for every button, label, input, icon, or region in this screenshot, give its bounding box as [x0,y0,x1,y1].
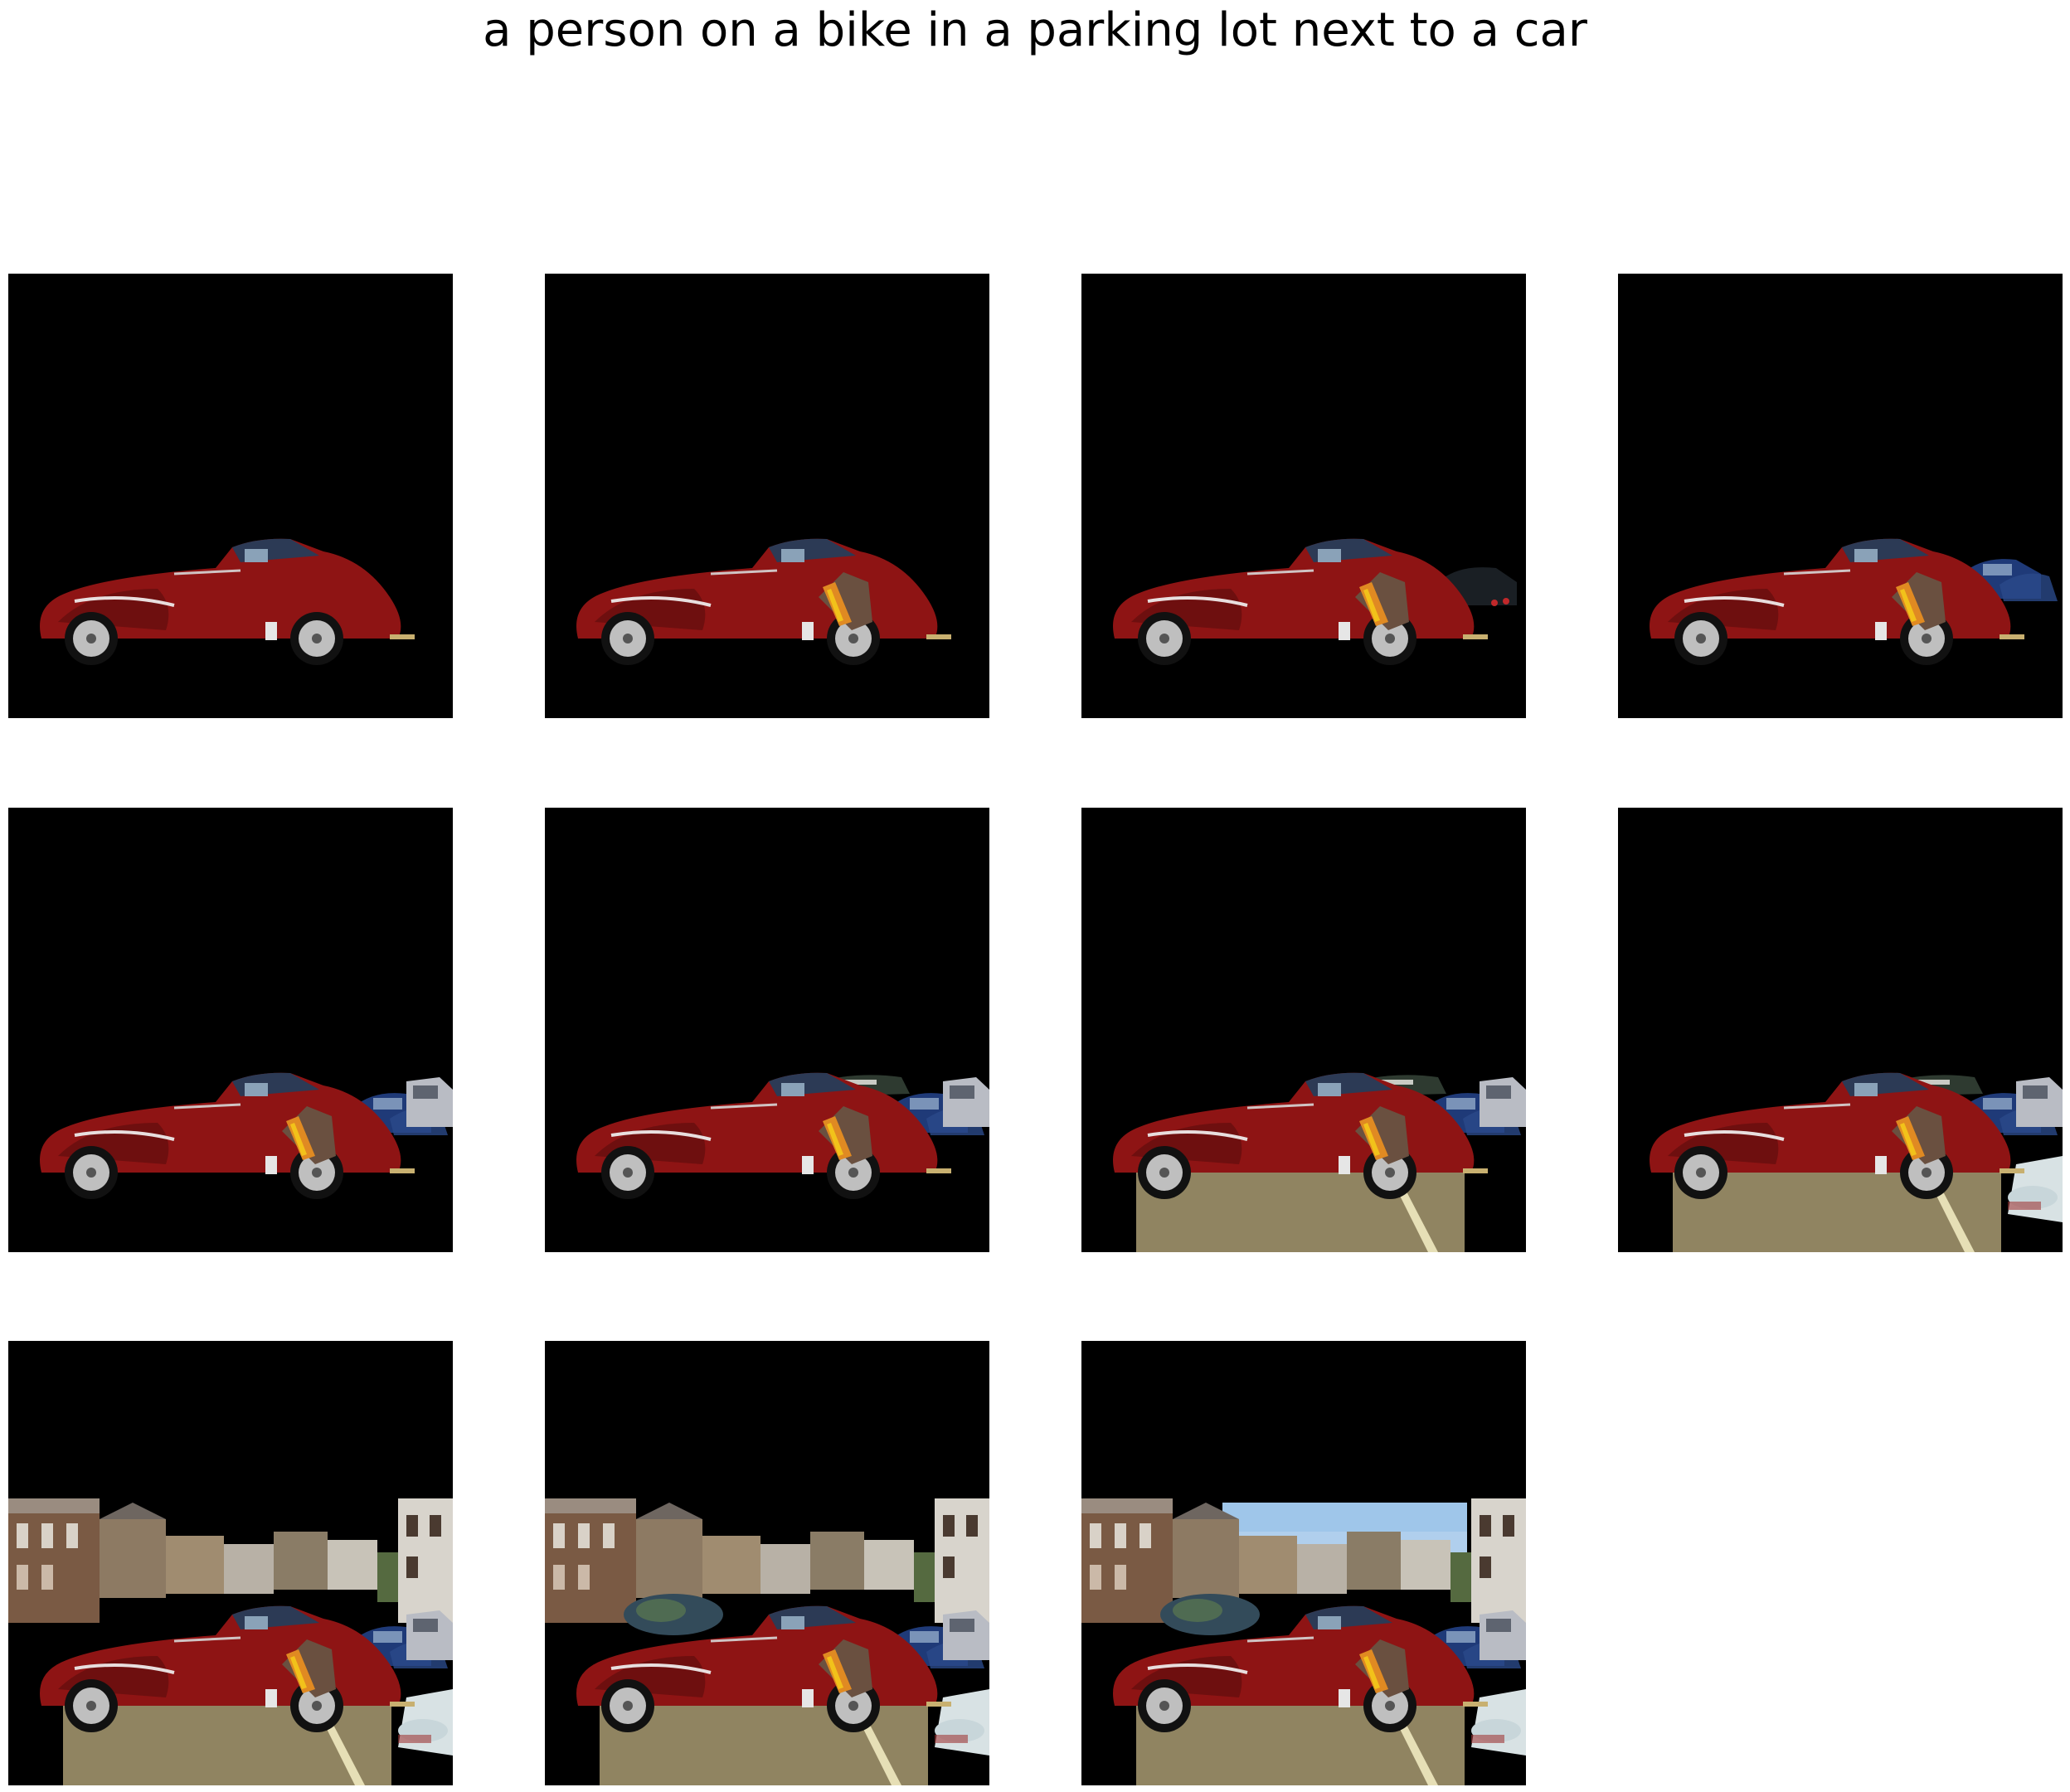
grey-car-patch [406,1077,453,1127]
frame-image [1081,274,1526,718]
frame-image [8,808,453,1252]
frame-image [1618,808,2063,1252]
frame-image [8,274,453,718]
person-patch [1892,572,1946,630]
houses-layer [8,1498,453,1623]
houses-layer [1081,1498,1526,1623]
bike-debris-patch [1471,1689,1526,1756]
frame-image [545,808,989,1252]
person-patch [282,1106,336,1164]
grey-car-patch [1480,1077,1526,1127]
bike-debris-patch [2008,1156,2063,1222]
person-patch [1355,572,1409,630]
frame-10 [545,1341,989,1785]
frame-3 [1081,274,1526,718]
frame-image [8,1341,453,1785]
frame-5 [8,808,453,1252]
frame-image [1618,274,2063,718]
frame-image [1081,808,1526,1252]
frame-image [545,274,989,718]
grey-car-patch [2016,1077,2063,1127]
person-patch [819,1106,872,1164]
frame-2 [545,274,989,718]
frame-8 [1618,808,2063,1252]
person-patch [282,1639,336,1697]
person-patch [1892,1106,1946,1164]
grey-car-patch [1480,1610,1526,1660]
grey-car-patch [406,1610,453,1660]
frame-image [545,1341,989,1785]
grey-car-patch [943,1077,989,1127]
frame-1 [8,274,453,718]
frame-4 [1618,274,2063,718]
grey-car-patch [943,1610,989,1660]
blue-car-patch [1962,559,2058,601]
caption-title: a person on a bike in a parking lot next… [483,3,1587,57]
frame-9 [8,1341,453,1785]
person-patch [819,1639,872,1697]
frame-6 [545,808,989,1252]
frame-image [1081,1341,1526,1785]
red-car [1113,1072,1488,1199]
red-car [40,538,415,665]
bike-debris-patch [935,1689,989,1756]
bike-debris-patch [398,1689,453,1756]
person-patch [1355,1639,1409,1697]
frame-11 [1081,1341,1526,1785]
frame-7 [1081,808,1526,1252]
person-patch [819,572,872,630]
person-patch [1355,1106,1409,1164]
houses-layer [545,1498,989,1623]
